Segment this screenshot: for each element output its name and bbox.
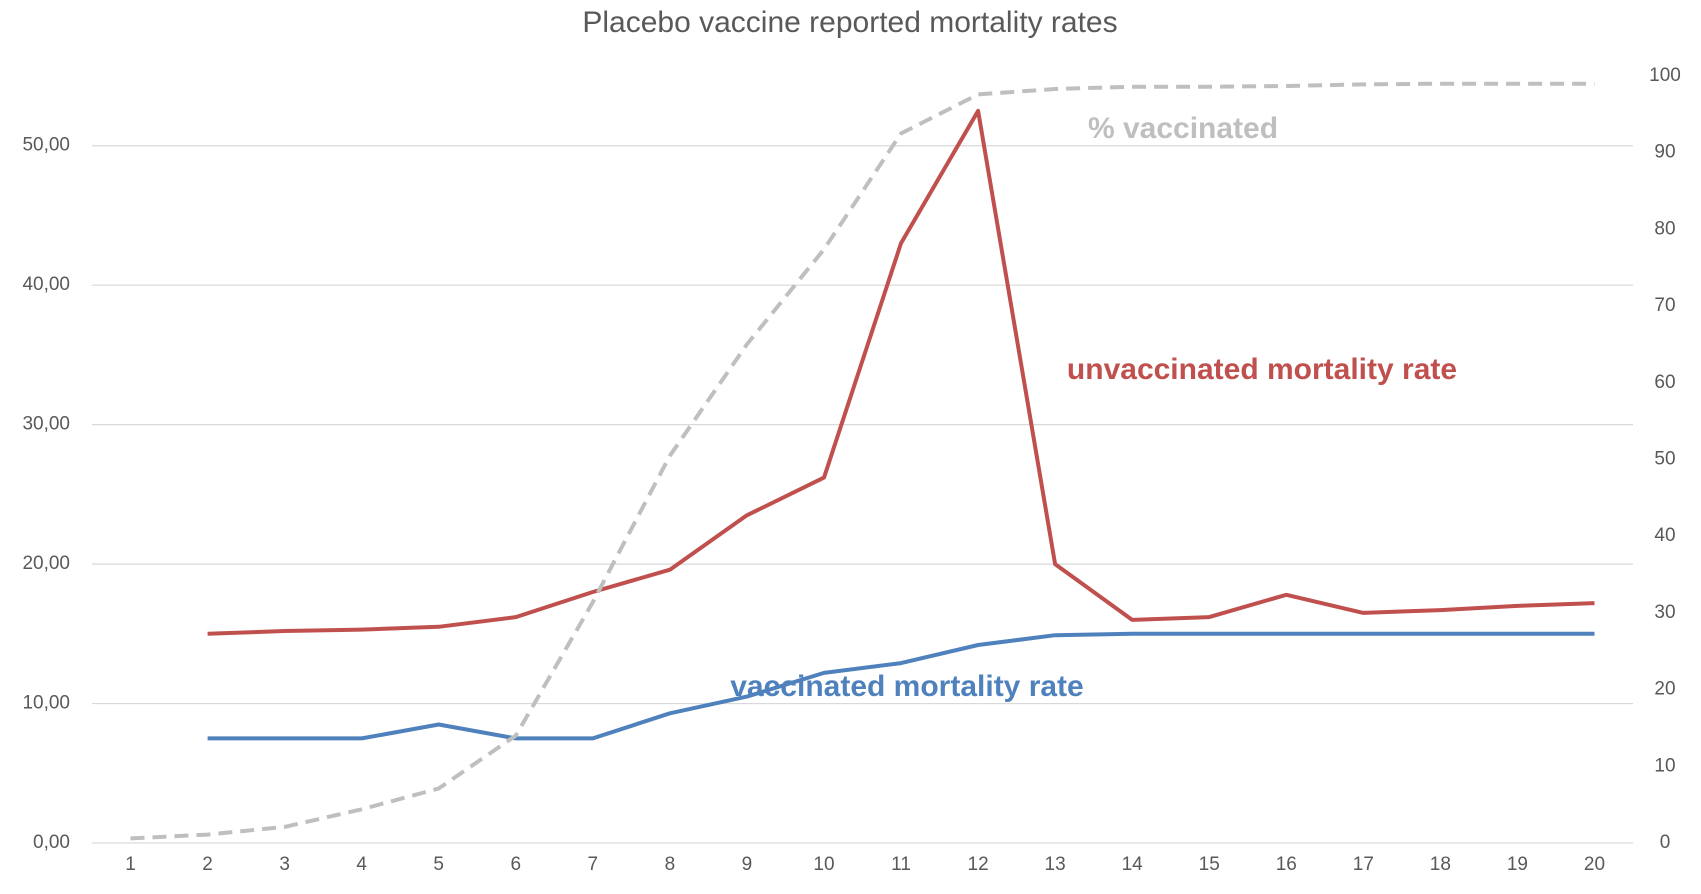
x-tick-label: 15 [1199, 854, 1220, 875]
series-annotation: vaccinated mortality rate [730, 670, 1083, 703]
series-line [130, 81, 1595, 841]
y2-tick-label: 50 [1654, 449, 1675, 470]
y2-tick-label: 70 [1654, 295, 1675, 316]
x-tick-label: 1 [125, 854, 136, 875]
x-tick-label: 18 [1430, 854, 1451, 875]
y-tick-label: 50,00 [22, 135, 70, 156]
x-tick-label: 8 [665, 854, 676, 875]
y2-tick-label: 80 [1654, 218, 1675, 239]
x-tick-label: 13 [1045, 854, 1066, 875]
y-tick-label: 10,00 [22, 693, 70, 714]
x-tick-label: 7 [588, 854, 599, 875]
x-tick-label: 17 [1353, 854, 1374, 875]
x-tick-label: 16 [1276, 854, 1297, 875]
series-annotation: % vaccinated [1088, 112, 1278, 145]
y2-tick-label: 10 [1654, 755, 1675, 776]
y-tick-label: 40,00 [22, 274, 70, 295]
x-tick-label: 19 [1507, 854, 1528, 875]
x-tick-label: 14 [1122, 854, 1144, 875]
x-tick-label: 20 [1584, 854, 1605, 875]
x-tick-label: 11 [891, 854, 911, 875]
x-tick-label: 9 [742, 854, 753, 875]
y2-tick-label: 20 [1654, 679, 1675, 700]
y2-tick-label: 90 [1654, 142, 1675, 163]
y2-tick-label: 40 [1654, 525, 1675, 546]
x-tick-label: 5 [433, 854, 444, 875]
y2-tick-label: 60 [1654, 372, 1675, 393]
x-tick-label: 6 [510, 854, 521, 875]
x-tick-label: 3 [279, 854, 290, 875]
series-line [207, 108, 1595, 636]
y-tick-label: 20,00 [22, 553, 70, 574]
x-tick-label: 2 [202, 854, 213, 875]
y2-tick-label: 100 [1649, 65, 1681, 86]
y-tick-label: 0,00 [33, 832, 70, 853]
chart-title: Placebo vaccine reported mortality rates [582, 6, 1117, 39]
y-tick-label: 30,00 [22, 414, 70, 435]
y2-tick-label: 0 [1660, 832, 1671, 853]
x-tick-label: 12 [968, 854, 989, 875]
series-line [207, 631, 1595, 741]
x-tick-label: 10 [813, 854, 834, 875]
y2-tick-label: 30 [1654, 602, 1675, 623]
x-tick-label: 4 [356, 854, 367, 875]
series-annotation: unvaccinated mortality rate [1067, 353, 1457, 386]
